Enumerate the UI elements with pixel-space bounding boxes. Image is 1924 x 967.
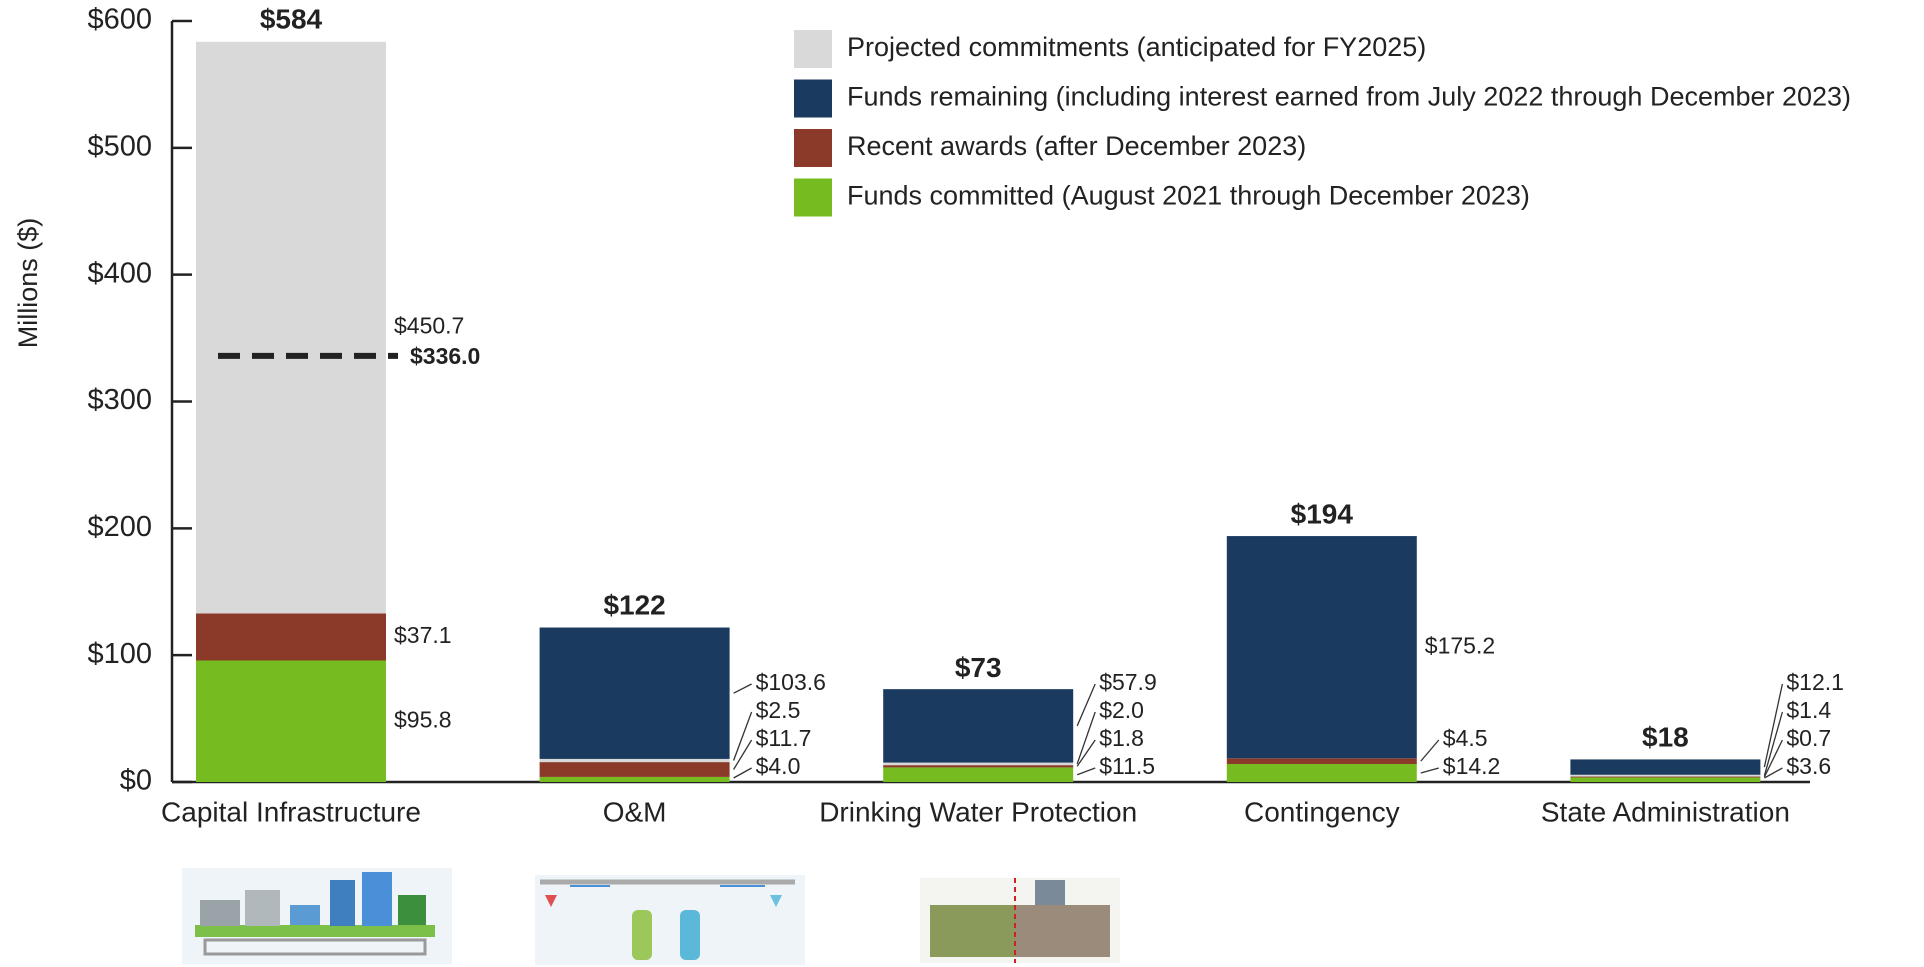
y-tick-label: $400: [87, 257, 152, 289]
value-label: $37.1: [394, 622, 452, 648]
value-label: $4.0: [756, 753, 801, 779]
value-label: $12.1: [1786, 669, 1844, 695]
bar-segment: [1570, 775, 1760, 777]
total-label: $194: [1291, 498, 1354, 529]
value-label: $1.4: [1786, 697, 1831, 723]
bar-segment: [1227, 536, 1417, 758]
bar-segment: [1570, 759, 1760, 774]
legend-label: Funds committed (August 2021 through Dec…: [847, 181, 1530, 211]
legend-swatch: [794, 179, 832, 217]
leader-line: [1421, 768, 1439, 773]
bar-segment: [196, 613, 386, 660]
bar-segment: [1227, 758, 1417, 764]
value-label: $2.0: [1099, 697, 1144, 723]
y-tick-label: $300: [87, 384, 152, 416]
legend-label: Projected commitments (anticipated for F…: [847, 32, 1426, 62]
value-label: $11.5: [1099, 753, 1155, 779]
reference-label: $336.0: [410, 343, 480, 369]
value-label: $3.6: [1786, 753, 1831, 779]
leader-line: [1764, 712, 1782, 776]
bar-segment: [1570, 777, 1760, 782]
leader-line: [1764, 768, 1782, 778]
value-label: $4.5: [1443, 725, 1488, 751]
x-tick-label: O&M: [603, 796, 667, 827]
x-tick-label: State Administration: [1541, 796, 1790, 827]
bar-segment: [883, 763, 1073, 766]
value-label: $175.2: [1425, 632, 1495, 658]
bar-segment: [1227, 764, 1417, 782]
leader-line: [1421, 740, 1439, 761]
bar-segment: [883, 765, 1073, 767]
bar-segment: [196, 660, 386, 782]
legend-swatch: [794, 30, 832, 68]
value-label: $1.8: [1099, 725, 1144, 751]
bar-segment: [540, 628, 730, 759]
value-label: $11.7: [756, 725, 812, 751]
y-axis-title: Millions ($): [13, 218, 43, 349]
bar-segment: [540, 759, 730, 762]
x-tick-label: Contingency: [1244, 796, 1400, 827]
value-label: $103.6: [756, 669, 826, 695]
value-label: $450.7: [394, 313, 464, 339]
total-label: $18: [1642, 722, 1689, 753]
bar-segment: [540, 762, 730, 777]
value-label: $2.5: [756, 697, 801, 723]
y-tick-label: $100: [87, 638, 152, 670]
y-tick-label: $500: [87, 130, 152, 162]
leader-line: [1077, 768, 1095, 775]
bar-segment: [196, 42, 386, 614]
bar-segment: [883, 689, 1073, 762]
y-tick-label: $200: [87, 511, 152, 543]
total-label: $584: [260, 4, 323, 35]
y-tick-label: $0: [120, 765, 152, 797]
bar-segment: [540, 777, 730, 782]
bar-segment: [1570, 777, 1760, 778]
x-tick-label: Drinking Water Protection: [819, 796, 1137, 827]
y-tick-label: $600: [87, 4, 152, 36]
x-tick-label: Capital Infrastructure: [161, 796, 421, 827]
chart: Millions ($) $0 $100 $200 $300 $400 $500 $600 C…: [0, 0, 1924, 967]
icon-drinking-water: [920, 878, 1120, 963]
value-label: $57.9: [1099, 669, 1157, 695]
icon-infrastructure: [182, 868, 452, 964]
total-label: $122: [603, 590, 665, 621]
page: {"chart_data": { "type": "stacked_bar", …: [0, 0, 1924, 967]
leader-line: [1077, 740, 1095, 766]
legend-swatch: [794, 129, 832, 167]
leader-line: [1764, 684, 1782, 767]
leader-line: [734, 768, 752, 778]
legend-label: Funds remaining (including interest earn…: [847, 82, 1851, 112]
icon-om: [535, 875, 805, 965]
total-label: $73: [955, 652, 1002, 683]
value-label: $95.8: [394, 706, 452, 732]
value-label: $0.7: [1786, 725, 1831, 751]
bar-segment: [883, 767, 1073, 782]
leader-line: [734, 712, 752, 761]
legend-label: Recent awards (after December 2023): [847, 131, 1306, 161]
leader-line: [734, 684, 752, 693]
legend-swatch: [794, 80, 832, 118]
value-label: $14.2: [1443, 753, 1501, 779]
